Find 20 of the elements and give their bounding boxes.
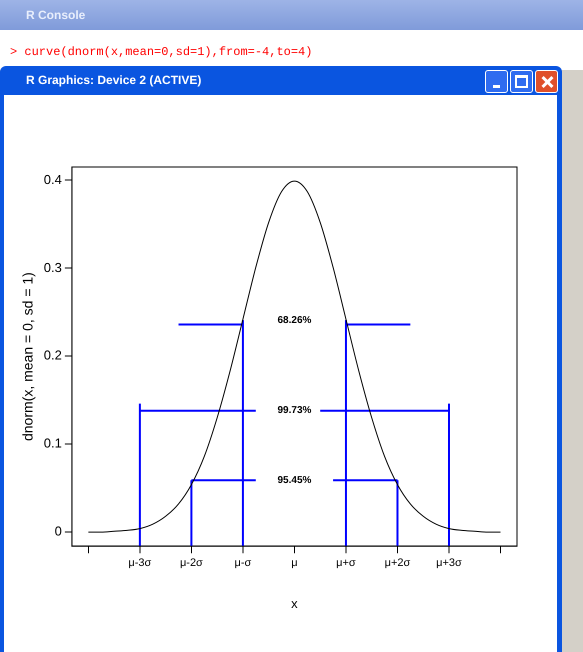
x-tick-label: μ-3σ [128, 556, 152, 569]
text: R Console [0, 0, 583, 30]
text: R Graphics: Device 2 (ACTIVE) [26, 73, 202, 87]
annotation: 68.26% [277, 314, 312, 326]
text: > curve(dnorm(x,mean=0,sd=1),from=-4,to=4) [10, 45, 312, 59]
y-axis-title: dnorm(x, mean = 0, sd = 1) [19, 272, 36, 442]
annotation: 99.73% [277, 404, 312, 416]
x-tick-label: μ-σ [234, 556, 252, 569]
y-tick-label: 0.4 [44, 172, 62, 187]
x-tick-label: μ+σ [336, 556, 356, 569]
y-tick-label: 0.3 [44, 260, 62, 275]
x-tick-label: μ+2σ [384, 556, 411, 569]
annotation: 95.45% [277, 474, 312, 486]
y-tick-label: 0 [54, 524, 62, 539]
x-tick-label: μ+3σ [436, 556, 462, 569]
x-tick-label: μ [291, 556, 298, 569]
x-axis-title: x [291, 596, 298, 611]
x-tick-label: μ-2σ [180, 556, 204, 569]
y-tick-label: 0.2 [44, 348, 62, 363]
y-tick-label: 0.1 [44, 436, 62, 451]
